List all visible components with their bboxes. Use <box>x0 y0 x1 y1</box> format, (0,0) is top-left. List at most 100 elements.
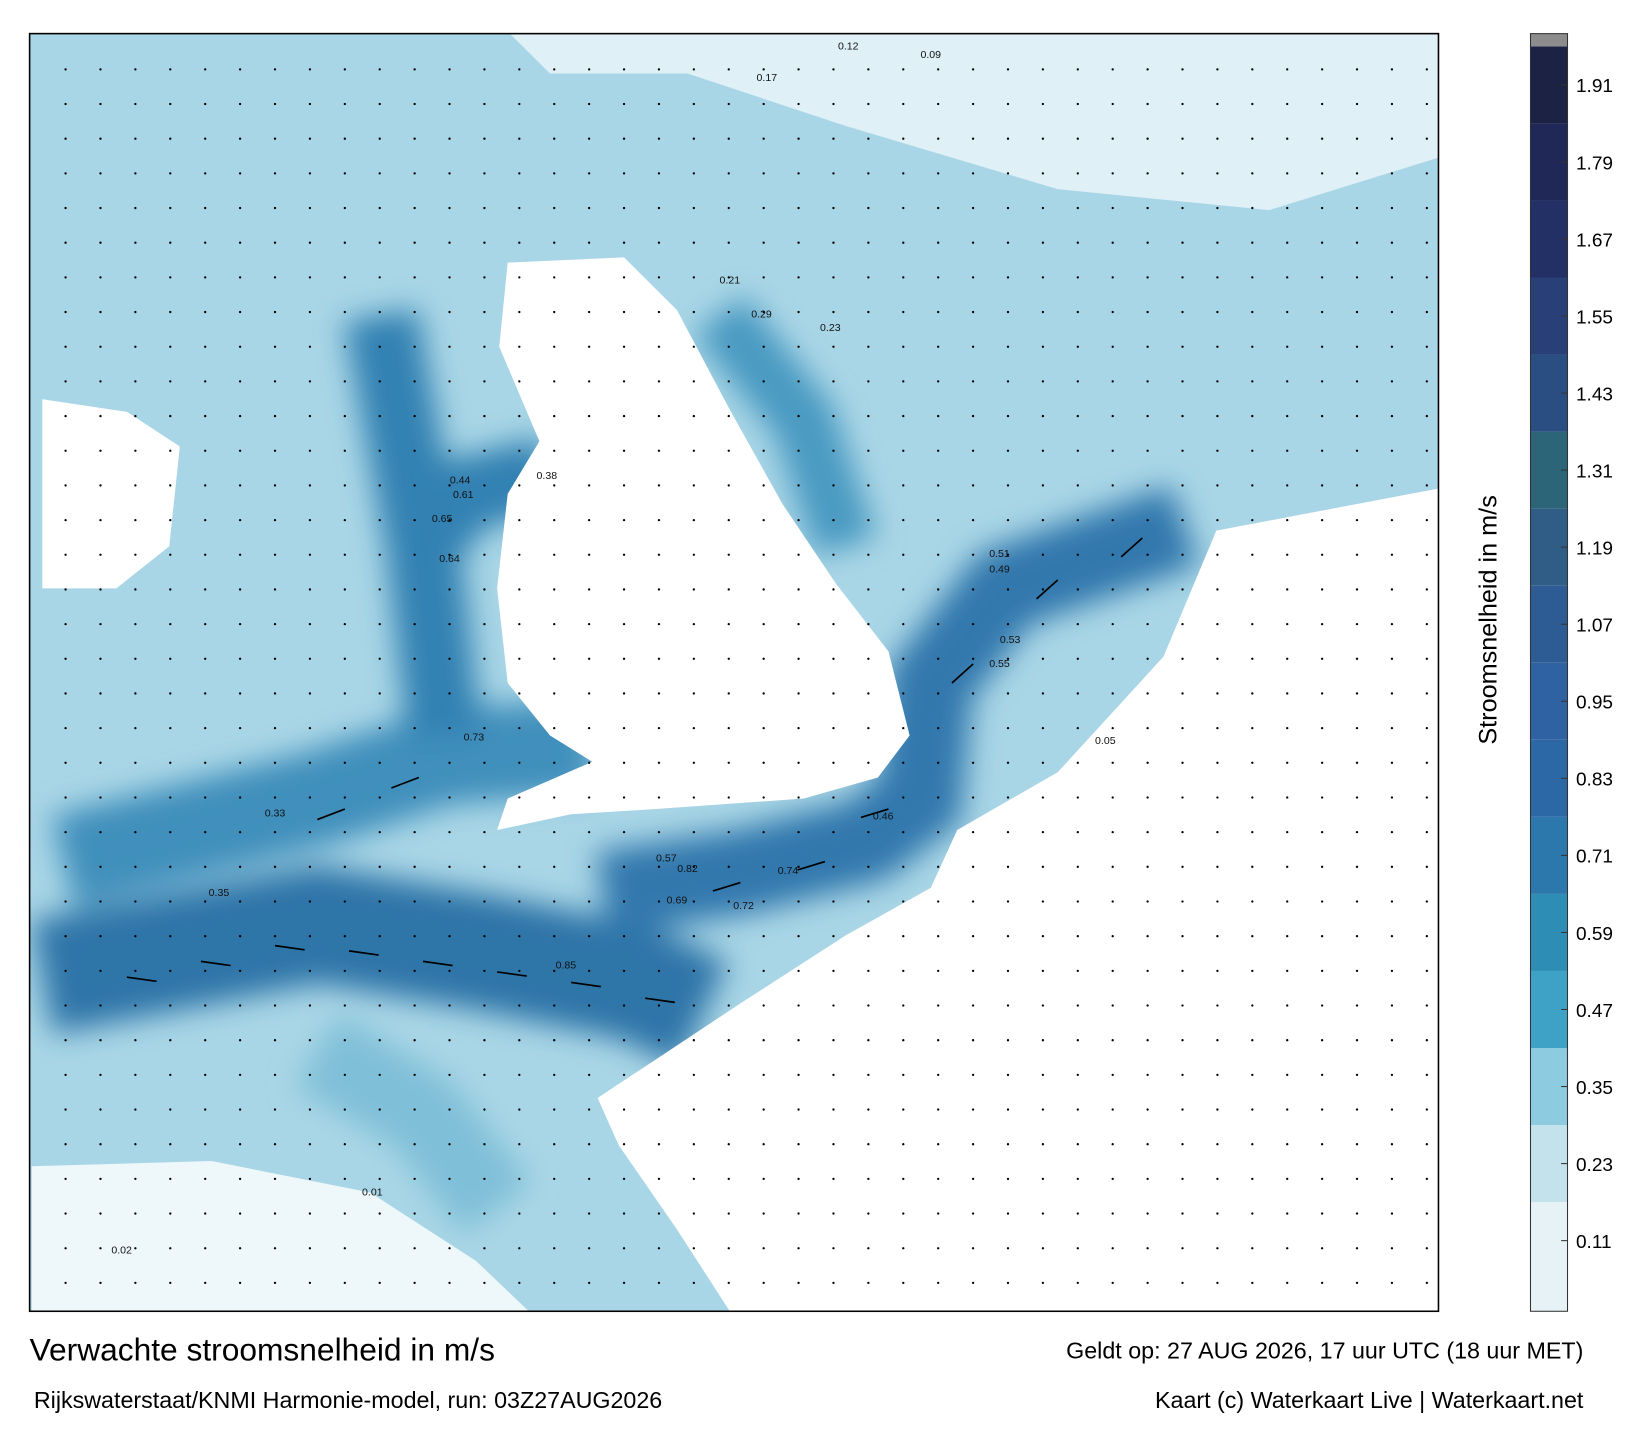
vector-dot <box>902 1073 905 1077</box>
vector-dot <box>483 484 486 487</box>
vector-dot <box>64 345 67 348</box>
vector-dot <box>971 68 975 71</box>
vector-dot <box>1286 518 1289 522</box>
vector-dot <box>971 484 975 487</box>
vector-dot <box>1390 137 1394 140</box>
vector-dot <box>169 865 172 868</box>
vector-dot <box>553 414 556 418</box>
vector-dot <box>448 692 451 695</box>
vector-dot <box>448 1212 451 1215</box>
vector-dot <box>553 726 556 730</box>
vector-dot <box>238 276 242 279</box>
vector-dot <box>1006 692 1010 695</box>
vector-dot <box>1146 692 1149 695</box>
vector-dot <box>448 796 451 799</box>
vector-dot <box>553 172 556 175</box>
vector-dot <box>797 1143 800 1146</box>
vector-dot <box>99 796 102 799</box>
vector-dot <box>1355 310 1359 314</box>
vector-dot <box>238 588 242 591</box>
vector-dot <box>971 1212 975 1215</box>
vector-dot <box>483 310 486 314</box>
vector-dot <box>1355 969 1359 973</box>
vector-dot <box>134 657 137 660</box>
vector-dot <box>553 484 556 487</box>
vector-dot <box>1181 622 1184 626</box>
vector-dot <box>832 935 835 938</box>
vector-dot <box>204 414 207 418</box>
vector-dot <box>1076 1039 1079 1042</box>
vector-dot <box>1320 449 1324 452</box>
vector-dot <box>378 310 381 314</box>
vector-dot <box>587 241 591 244</box>
vector-dot <box>553 206 556 210</box>
vector-dot <box>1355 484 1359 487</box>
vector-dot <box>134 276 137 279</box>
vector-dot <box>1111 657 1114 660</box>
vector-dot <box>1355 137 1359 140</box>
vector-dot <box>448 553 451 556</box>
speed-label: 0.02 <box>111 1245 132 1257</box>
vector-dot <box>1320 241 1324 244</box>
vector-dot <box>134 1143 137 1146</box>
vector-dot <box>1111 206 1114 210</box>
vector-dot <box>518 1281 521 1285</box>
vector-dot <box>273 830 277 834</box>
vector-dot <box>308 449 312 452</box>
vector-dot <box>483 588 486 591</box>
vector-dot <box>797 692 800 695</box>
vector-dot <box>762 935 765 938</box>
vector-dot <box>587 657 591 660</box>
vector-dot <box>937 1004 940 1007</box>
vector-dot <box>832 1073 835 1077</box>
vector-dot <box>483 657 486 660</box>
vector-dot <box>448 276 451 279</box>
vector-dot <box>1181 310 1184 314</box>
vector-dot <box>204 1108 207 1111</box>
vector-dot <box>1041 172 1045 175</box>
vector-dot <box>483 1212 486 1215</box>
speed-label: 0.65 <box>432 513 453 525</box>
vector-dot <box>448 449 451 452</box>
vector-dot <box>832 414 835 418</box>
vector-dot <box>204 1281 207 1285</box>
vector-dot <box>1076 137 1079 140</box>
vector-dot <box>937 622 940 626</box>
vector-dot <box>134 796 137 799</box>
vector-dot <box>99 830 102 834</box>
vector-dot <box>273 206 277 210</box>
vector-dot <box>204 553 207 556</box>
vector-dot <box>1146 102 1149 106</box>
vector-dot <box>413 137 416 140</box>
vector-dot <box>1355 172 1359 175</box>
vector-dot <box>727 1143 730 1146</box>
vector-dot <box>308 1281 312 1285</box>
vector-dot <box>273 102 277 106</box>
vector-dot <box>797 241 800 244</box>
vector-dot <box>378 345 381 348</box>
vector-dot <box>1041 68 1045 71</box>
vector-dot <box>1076 622 1079 626</box>
vector-dot <box>413 622 416 626</box>
vector-dot <box>1425 276 1429 279</box>
vector-dot <box>553 68 556 71</box>
vector-dot <box>1251 380 1254 383</box>
vector-dot <box>937 484 940 487</box>
vector-dot <box>1181 345 1184 348</box>
vector-dot <box>867 241 870 244</box>
vector-dot <box>378 449 381 452</box>
vector-dot <box>64 969 67 973</box>
vector-dot <box>657 1281 661 1285</box>
vector-dot <box>692 796 696 799</box>
vector-dot <box>204 1073 207 1077</box>
vector-dot <box>797 1177 800 1181</box>
vector-dot <box>1216 172 1219 175</box>
vector-dot <box>483 1143 486 1146</box>
vector-dot <box>1076 310 1079 314</box>
vector-dot <box>483 68 486 71</box>
vector-dot <box>204 588 207 591</box>
vector-dot <box>937 692 940 695</box>
vector-dot <box>762 1073 765 1077</box>
vector-dot <box>692 1108 696 1111</box>
vector-dot <box>971 206 975 210</box>
